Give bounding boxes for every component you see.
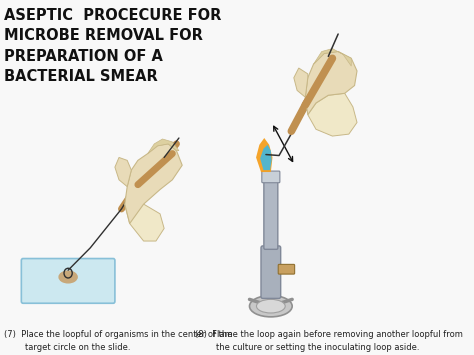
Text: (7)  Place the loopful of organisms in the center of the
        target circle o: (7) Place the loopful of organisms in th… bbox=[4, 331, 233, 352]
FancyBboxPatch shape bbox=[264, 178, 278, 249]
Polygon shape bbox=[125, 144, 182, 224]
Polygon shape bbox=[313, 49, 351, 66]
Polygon shape bbox=[148, 139, 179, 154]
Text: ASEPTIC  PROCECURE FOR
MICROBE REMOVAL FOR
PREPARATION OF A
BACTERIAL SMEAR: ASEPTIC PROCECURE FOR MICROBE REMOVAL FO… bbox=[4, 8, 221, 84]
Polygon shape bbox=[260, 145, 272, 170]
FancyBboxPatch shape bbox=[261, 246, 281, 299]
Polygon shape bbox=[308, 93, 357, 136]
Polygon shape bbox=[256, 138, 273, 172]
FancyBboxPatch shape bbox=[262, 171, 280, 183]
Ellipse shape bbox=[256, 299, 285, 313]
Polygon shape bbox=[125, 204, 164, 241]
FancyBboxPatch shape bbox=[21, 258, 115, 303]
Ellipse shape bbox=[249, 295, 292, 317]
Polygon shape bbox=[115, 158, 131, 187]
Text: (8)  Flame the loop again before removing another loopful from
        the cultu: (8) Flame the loop again before removing… bbox=[195, 331, 463, 352]
FancyBboxPatch shape bbox=[278, 264, 295, 274]
Ellipse shape bbox=[59, 271, 77, 283]
Polygon shape bbox=[294, 68, 308, 97]
Polygon shape bbox=[305, 51, 357, 115]
